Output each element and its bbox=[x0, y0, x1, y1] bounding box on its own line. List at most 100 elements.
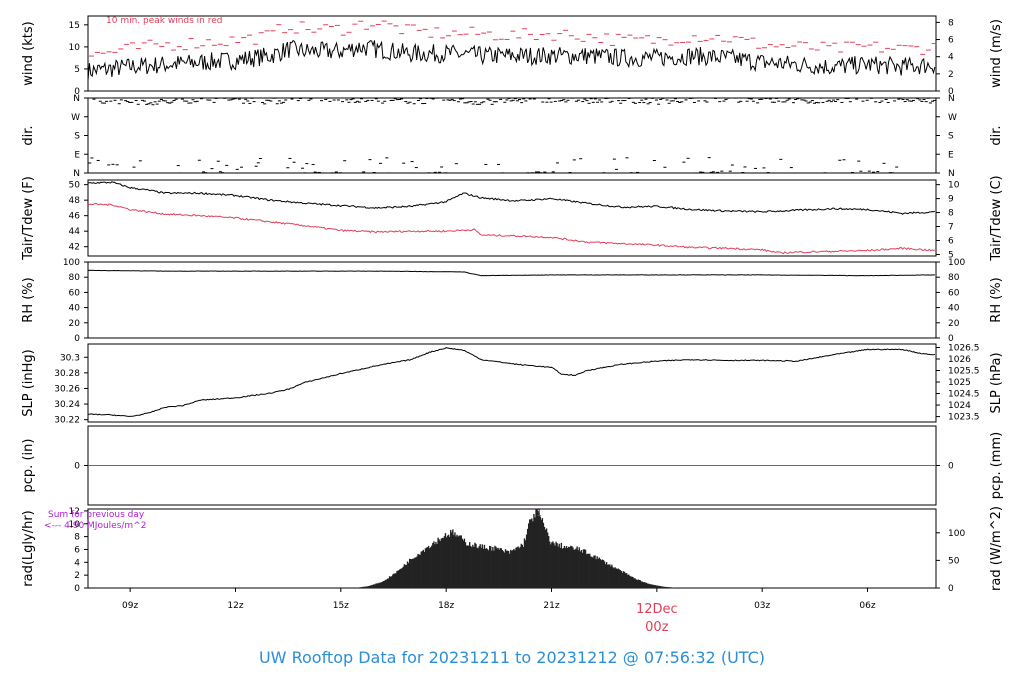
day-label: 12Dec bbox=[636, 602, 678, 617]
time-tick-label: 12z bbox=[227, 601, 243, 611]
dir-ytick-label: E bbox=[74, 150, 80, 160]
wind-right-tick-label: 8 bbox=[948, 18, 954, 28]
precip-right-tick-label: 0 bbox=[948, 462, 954, 472]
time-tick-label: 15z bbox=[333, 601, 349, 611]
temp-right-tick-label: 7 bbox=[948, 223, 954, 233]
rad-right-tick-label: 100 bbox=[948, 529, 965, 539]
rh-ytick-label: 100 bbox=[63, 258, 80, 268]
slp-right-tick-label: 1023.5 bbox=[948, 413, 980, 423]
rh-ytick-label: 20 bbox=[69, 319, 81, 329]
wind-annotation: 10 min. peak winds in red bbox=[106, 16, 223, 26]
time-tick-label: 00z bbox=[645, 620, 669, 635]
rh-series-line bbox=[87, 269, 935, 277]
dir-panel bbox=[84, 97, 940, 174]
slp-panel bbox=[84, 343, 940, 423]
rh-frame bbox=[87, 261, 937, 339]
time-tick-label: 03z bbox=[754, 601, 770, 611]
rad-right-tick-label: 50 bbox=[948, 556, 960, 566]
dir-right-tick-label: N bbox=[948, 169, 955, 179]
dir-frame bbox=[87, 97, 937, 174]
rad-annotation-total: <--- 4.90 MJoules/m^2 bbox=[44, 521, 146, 531]
temp-series-tair bbox=[87, 181, 936, 215]
rh-right-tick-label: 0 bbox=[948, 334, 954, 344]
rad-panel bbox=[84, 508, 940, 589]
wind-ylabel-right: wind (m/s) bbox=[989, 19, 1004, 88]
temp-ytick-label: 46 bbox=[69, 212, 81, 222]
rh-ytick-label: 0 bbox=[74, 334, 80, 344]
wind-right-tick-label: 6 bbox=[948, 36, 954, 46]
rad-ytick-label: 10 bbox=[69, 520, 81, 530]
dir-ytick-label: S bbox=[74, 132, 80, 142]
wind-ytick-label: 10 bbox=[69, 43, 81, 53]
rh-right-tick-label: 60 bbox=[948, 288, 960, 298]
dir-right-tick-label: W bbox=[948, 113, 957, 123]
rh-right-tick-label: 80 bbox=[948, 273, 960, 283]
slp-ylabel: SLP (inHg) bbox=[21, 349, 36, 417]
wind-right-tick-label: 4 bbox=[948, 53, 954, 63]
slp-frame bbox=[87, 343, 937, 423]
rad-ytick-label: 4 bbox=[74, 558, 80, 568]
temp-series-tdew bbox=[87, 203, 936, 255]
wind-ytick-label: 15 bbox=[69, 21, 80, 31]
wind-panel bbox=[84, 15, 940, 92]
dir-ylabel-right: dir. bbox=[989, 125, 1004, 145]
wind-series-line bbox=[87, 39, 936, 81]
slp-ytick-label: 30.28 bbox=[54, 369, 80, 379]
dir-right-tick-label: E bbox=[948, 150, 954, 160]
time-tick-label: 09z bbox=[122, 601, 138, 611]
slp-ytick-label: 30.26 bbox=[54, 384, 80, 394]
rh-right-tick-label: 20 bbox=[948, 319, 960, 329]
wind-right-tick-label: 0 bbox=[948, 87, 954, 97]
time-tick-label: 18z bbox=[438, 601, 454, 611]
dir-ytick-label: N bbox=[73, 169, 80, 179]
time-tick-label: 06z bbox=[859, 601, 875, 611]
temp-panel bbox=[84, 179, 940, 257]
rad-annotation-sum: Sum for previous day bbox=[48, 510, 145, 520]
rad-ytick-label: 2 bbox=[74, 571, 80, 581]
wind-right-tick-label: 2 bbox=[948, 70, 954, 80]
rad-peak-label: 1 bbox=[536, 509, 542, 519]
rh-ytick-label: 80 bbox=[69, 273, 81, 283]
temp-ytick-label: 42 bbox=[69, 243, 80, 253]
rad-ytick-label: 6 bbox=[74, 545, 80, 555]
rad-ytick-label: 12 bbox=[69, 507, 80, 517]
slp-ytick-label: 30.3 bbox=[60, 353, 80, 363]
page-title: UW Rooftop Data for 20231211 to 20231212… bbox=[258, 648, 766, 667]
dir-ytick-label: W bbox=[71, 113, 80, 123]
temp-ylabel: Tair/Tdew (F) bbox=[21, 176, 36, 261]
dir-ytick-label: N bbox=[73, 94, 80, 104]
precip-ylabel: pcp. (in) bbox=[21, 439, 36, 493]
wind-frame bbox=[87, 15, 937, 92]
temp-ytick-label: 48 bbox=[69, 196, 81, 206]
temp-ytick-label: 50 bbox=[69, 181, 81, 191]
slp-right-tick-label: 1024.5 bbox=[948, 390, 980, 400]
rad-ylabel-right: rad (W/m^2) bbox=[989, 506, 1004, 591]
slp-right-tick-label: 1026.5 bbox=[948, 343, 980, 353]
temp-right-tick-label: 9 bbox=[948, 195, 954, 205]
precip-ylabel-right: pcp. (mm) bbox=[989, 432, 1004, 499]
rad-ytick-label: 0 bbox=[74, 584, 80, 594]
time-tick-label: 21z bbox=[543, 601, 559, 611]
dir-right-tick-label: N bbox=[948, 94, 955, 104]
slp-right-tick-label: 1026 bbox=[948, 355, 971, 365]
temp-right-tick-label: 8 bbox=[948, 209, 954, 219]
rh-panel bbox=[84, 261, 940, 339]
slp-series-line bbox=[88, 347, 936, 417]
rad-ylabel: rad(Lgly/hr) bbox=[21, 510, 36, 586]
wind-ytick-label: 5 bbox=[74, 65, 80, 75]
rh-ytick-label: 40 bbox=[69, 304, 81, 314]
rh-ytick-label: 60 bbox=[69, 288, 81, 298]
temp-frame bbox=[87, 179, 937, 257]
rad-right-tick-label: 0 bbox=[948, 584, 954, 594]
dir-right-tick-label: S bbox=[948, 132, 954, 142]
temp-right-tick-label: 5 bbox=[948, 250, 954, 260]
rh-right-tick-label: 40 bbox=[948, 304, 960, 314]
slp-right-tick-label: 1025 bbox=[948, 378, 971, 388]
rh-ylabel-right: RH (%) bbox=[989, 277, 1004, 322]
temp-ytick-label: 44 bbox=[69, 227, 81, 237]
temp-ylabel-right: Tair/Tdew (C) bbox=[989, 175, 1004, 261]
temp-right-tick-label: 6 bbox=[948, 236, 954, 246]
slp-ytick-label: 30.22 bbox=[54, 416, 80, 426]
